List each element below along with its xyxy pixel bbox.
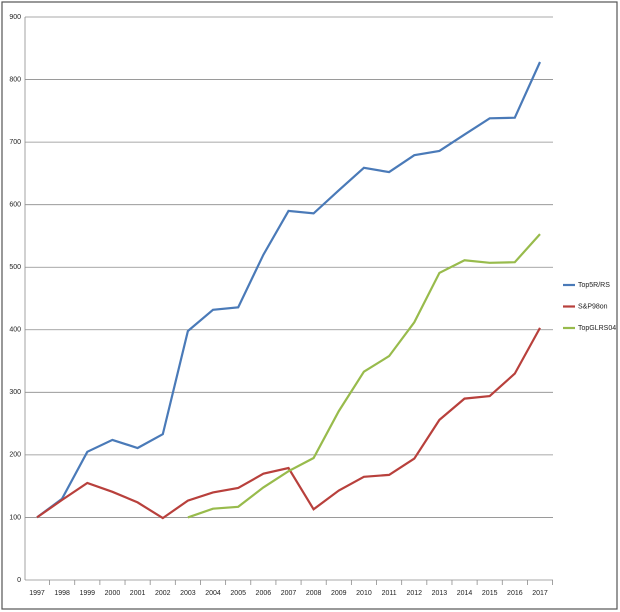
x-tick-label: 2012 <box>406 590 422 597</box>
x-tick-label: 2003 <box>180 590 196 597</box>
legend-label: TopGLRS04 <box>578 325 616 332</box>
x-tick-label: 2010 <box>356 590 372 597</box>
x-tick-label: 2004 <box>205 590 221 597</box>
x-tick-label: 2015 <box>482 590 498 597</box>
y-tick-label: 100 <box>9 514 21 521</box>
x-tick-label: 1998 <box>54 590 70 597</box>
x-tick-label: 2014 <box>457 590 473 597</box>
y-tick-label: 200 <box>9 452 21 459</box>
x-tick-label: 2008 <box>306 590 322 597</box>
y-tick-label: 300 <box>9 389 21 396</box>
x-tick-label: 2006 <box>256 590 272 597</box>
x-tick-label: 2002 <box>155 590 171 597</box>
x-tick-label: 2007 <box>281 590 297 597</box>
y-tick-label: 900 <box>9 14 21 21</box>
x-tick-label: 2011 <box>382 590 397 597</box>
y-tick-label: 700 <box>9 139 21 146</box>
series-line <box>187 233 541 519</box>
x-tick-label: 2016 <box>507 590 523 597</box>
x-tick-label: 1997 <box>29 590 45 597</box>
y-tick-label: 500 <box>9 264 21 271</box>
legend-label: Top5R/RS <box>578 282 610 289</box>
y-tick-label: 800 <box>9 76 21 83</box>
x-tick-label: 1999 <box>80 590 96 597</box>
x-tick-label: 2005 <box>230 590 246 597</box>
y-tick-label: 0 <box>17 577 21 584</box>
legend-label: S&P98on <box>578 303 608 310</box>
x-tick-label: 2009 <box>331 590 347 597</box>
y-tick-label: 600 <box>9 202 21 209</box>
series-line <box>36 61 542 519</box>
x-tick-label: 2000 <box>105 590 121 597</box>
x-tick-label: 2001 <box>130 590 146 597</box>
series-line <box>36 327 541 520</box>
x-tick-label: 2017 <box>532 590 548 597</box>
x-tick-label: 2013 <box>432 590 448 597</box>
y-tick-label: 400 <box>9 327 21 334</box>
